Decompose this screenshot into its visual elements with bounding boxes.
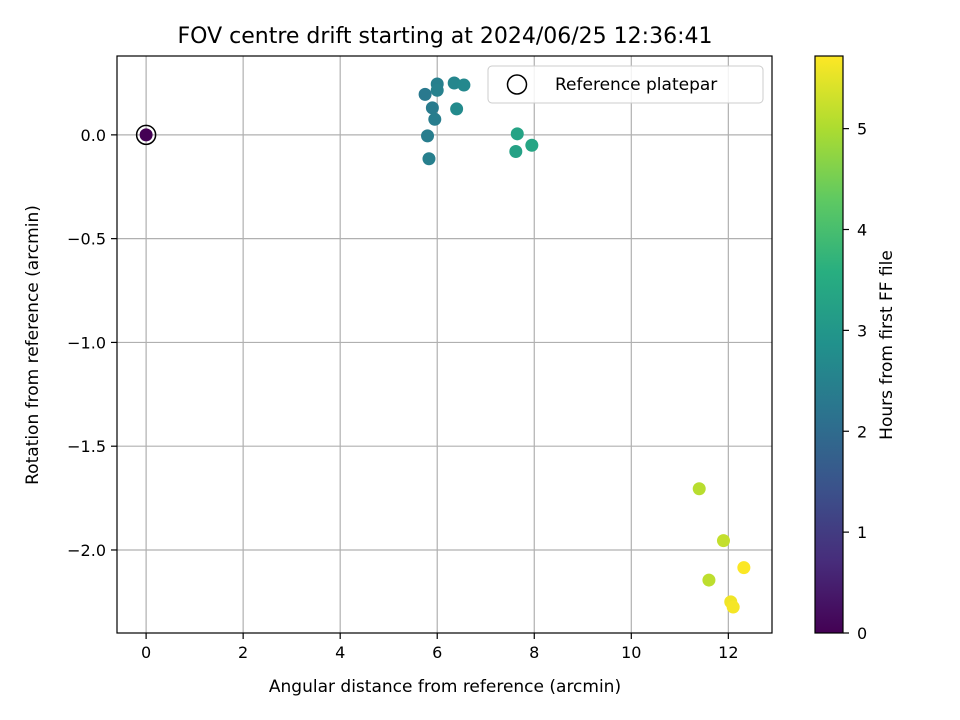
data-point (418, 87, 432, 101)
legend-label-reference-platepar: Reference platepar (555, 75, 717, 95)
x-tick-label: 2 (238, 643, 248, 662)
colorbar-label: Hours from first FF file (877, 250, 897, 440)
colorbar: 0 1 2 3 4 5 Hours from first FF file (814, 55, 897, 643)
data-point (737, 561, 751, 575)
y-tick-label: 0.0 (81, 126, 106, 145)
data-point (450, 102, 464, 116)
data-point (692, 482, 706, 496)
colorbar-tick-label: 4 (857, 221, 867, 240)
x-tick-label: 4 (335, 643, 345, 662)
data-point (525, 138, 539, 152)
colorbar-tick-label: 2 (857, 422, 867, 441)
x-tick-label: 0 (141, 643, 151, 662)
chart-title: FOV centre drift starting at 2024/06/25 … (178, 24, 713, 49)
y-tick-label: −0.5 (67, 230, 106, 249)
plot-frame (116, 55, 773, 634)
data-point (457, 78, 471, 92)
data-point (421, 129, 435, 143)
data-point (510, 127, 524, 141)
data-point (425, 101, 439, 115)
data-point (702, 573, 716, 587)
x-tick-label: 10 (621, 643, 641, 662)
x-axis-label: Angular distance from reference (arcmin) (269, 677, 621, 697)
grid-lines (117, 56, 772, 633)
y-tick-label: −1.5 (67, 437, 106, 456)
data-point (509, 144, 523, 158)
data-point (422, 152, 436, 166)
data-point (447, 76, 461, 90)
x-tick-label: 8 (529, 643, 539, 662)
y-axis-ticks: 0.0 −0.5 −1.0 −1.5 −2.0 (67, 126, 117, 560)
data-point (428, 112, 442, 126)
data-point (139, 128, 153, 142)
reference-marker (135, 124, 157, 146)
colorbar-gradient (814, 55, 844, 634)
x-axis-ticks: 0 2 4 6 8 10 12 (141, 633, 739, 662)
data-points (135, 76, 751, 614)
colorbar-tick-label: 3 (857, 321, 867, 340)
legend: Reference platepar (487, 65, 764, 104)
legend-box (487, 65, 764, 104)
colorbar-tick-label: 1 (857, 523, 867, 542)
y-axis-label: Rotation from reference (arcmin) (23, 205, 43, 485)
legend-marker-open-circle (506, 74, 528, 95)
y-tick-label: −1.0 (67, 333, 106, 352)
colorbar-tick-label: 5 (857, 120, 867, 139)
data-point (430, 83, 444, 97)
colorbar-ticks: 0 1 2 3 4 5 (843, 120, 867, 643)
data-point (726, 600, 740, 614)
data-point (716, 534, 730, 548)
x-tick-label: 6 (432, 643, 442, 662)
colorbar-tick-label: 0 (857, 624, 867, 643)
x-tick-label: 12 (718, 643, 738, 662)
y-tick-label: −2.0 (67, 541, 106, 560)
